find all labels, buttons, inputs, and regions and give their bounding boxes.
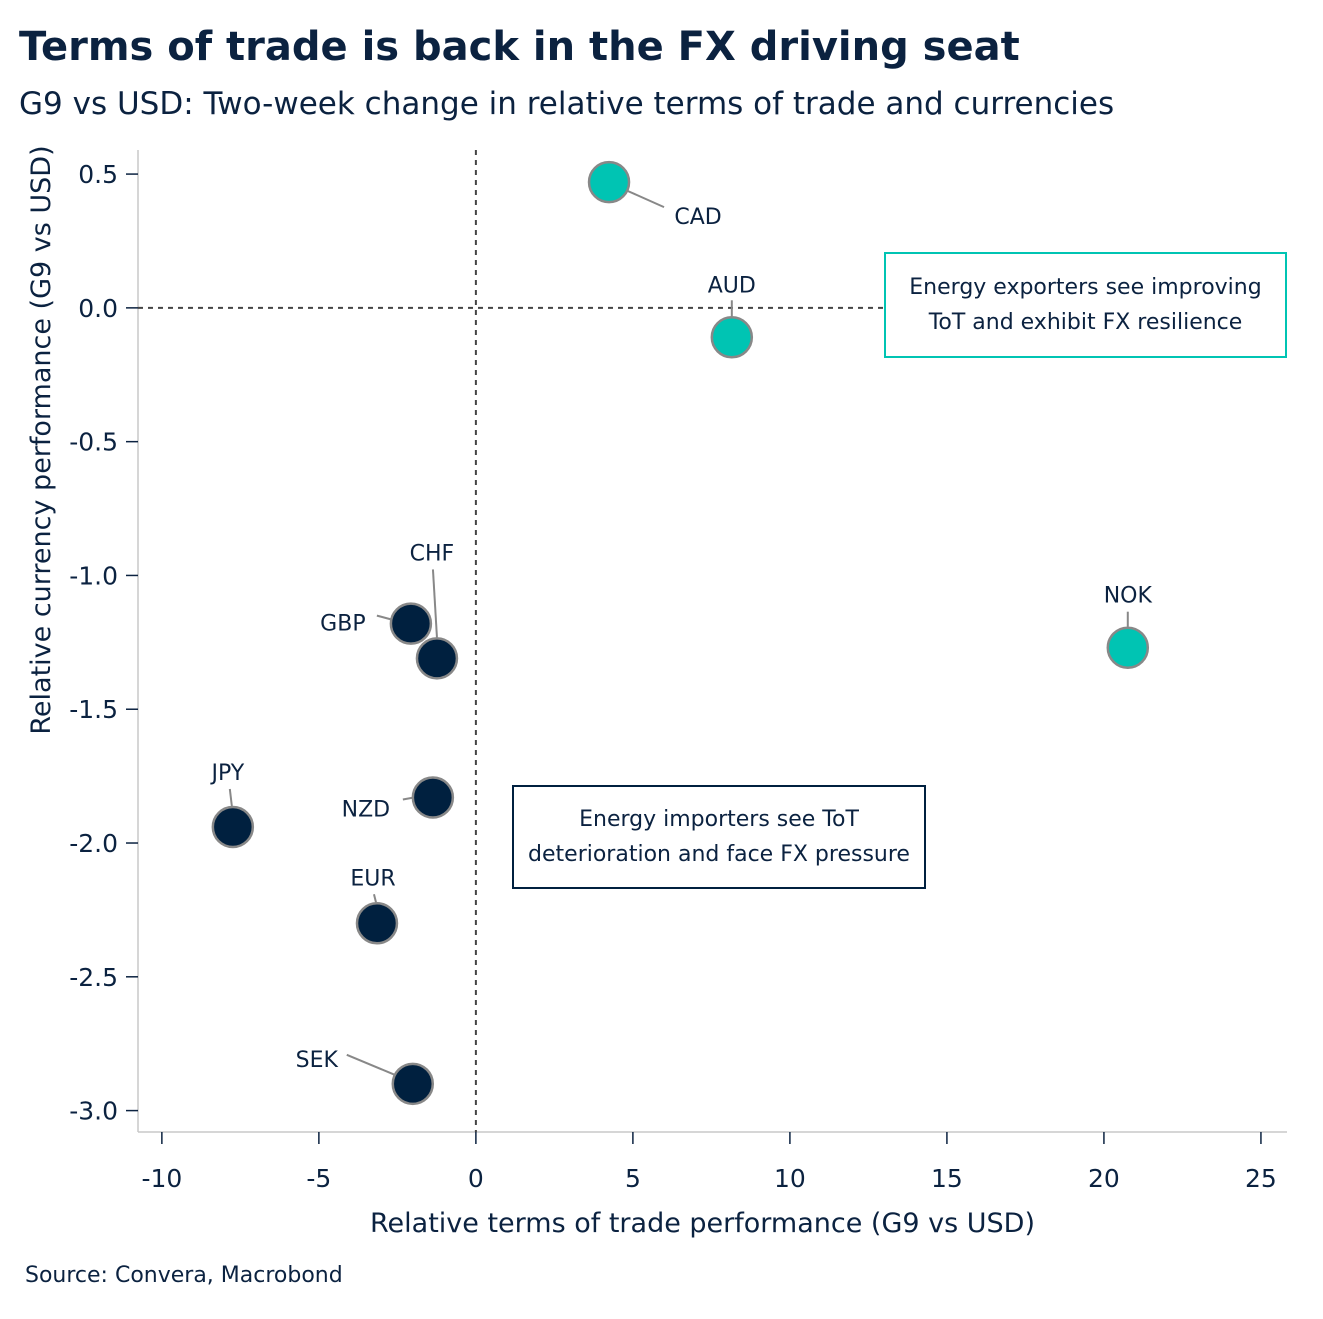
point-aud (710, 316, 754, 359)
chart-subtitle: G9 vs USD: Two-week change in relative t… (19, 86, 1115, 122)
y-tick-label: -3.0 (69, 1097, 118, 1126)
point-nzd (411, 776, 455, 819)
leader-line-jpy (228, 788, 233, 807)
leader-line-sek (346, 1053, 396, 1076)
point-label-aud: AUD (708, 273, 756, 298)
x-tick-label: 0 (468, 1164, 484, 1193)
point-label-gbp: GBP (320, 612, 365, 637)
leader-line-chf (431, 569, 438, 638)
point-eur (355, 902, 399, 945)
y-tick-label: -2.5 (69, 963, 118, 992)
x-tick-label: 25 (1245, 1164, 1277, 1193)
y-axis-title: Relative currency performance (G9 vs USD… (26, 145, 57, 734)
chart-title: Terms of trade is back in the FX driving… (19, 24, 1020, 70)
y-tick-label: 0.5 (78, 160, 118, 189)
source-note: Source: Convera, Macrobond (25, 1263, 343, 1288)
point-sek (391, 1062, 435, 1106)
x-axis-title: Relative terms of trade performance (G9 … (370, 1208, 1035, 1239)
x-tick-label: -5 (306, 1164, 331, 1193)
point-nok (1106, 626, 1150, 669)
point-label-cad: CAD (674, 205, 721, 230)
leader-line-cad (627, 190, 665, 209)
y-tick-label: -0.5 (69, 428, 118, 457)
annotation-exporters: Energy exporters see improving ToT and e… (884, 252, 1287, 358)
point-label-chf: CHF (410, 541, 455, 566)
point-chf (415, 637, 459, 680)
x-tick-label: 5 (625, 1164, 641, 1193)
point-label-eur: EUR (350, 866, 395, 891)
point-label-nzd: NZD (342, 798, 390, 823)
point-jpy (211, 805, 255, 849)
x-tick-label: 15 (931, 1164, 963, 1193)
x-tick-label: -10 (141, 1164, 182, 1193)
point-label-jpy: JPY (209, 761, 244, 786)
point-cad (587, 160, 631, 204)
annotation-importers: Energy importers see ToT deterioration a… (512, 785, 926, 889)
y-tick-label: -2.0 (69, 829, 118, 858)
leader-line-eur (372, 894, 377, 903)
leader-line-gbp (376, 614, 393, 621)
point-label-sek: SEK (296, 1048, 339, 1073)
x-tick-label: 10 (774, 1164, 806, 1193)
point-label-nok: NOK (1104, 584, 1153, 609)
y-tick-label: -1.0 (69, 561, 118, 590)
x-tick-label: 20 (1088, 1164, 1120, 1193)
y-tick-label: -1.5 (69, 695, 118, 724)
y-tick-label: 0.0 (78, 294, 118, 323)
point-gbp (389, 602, 433, 645)
